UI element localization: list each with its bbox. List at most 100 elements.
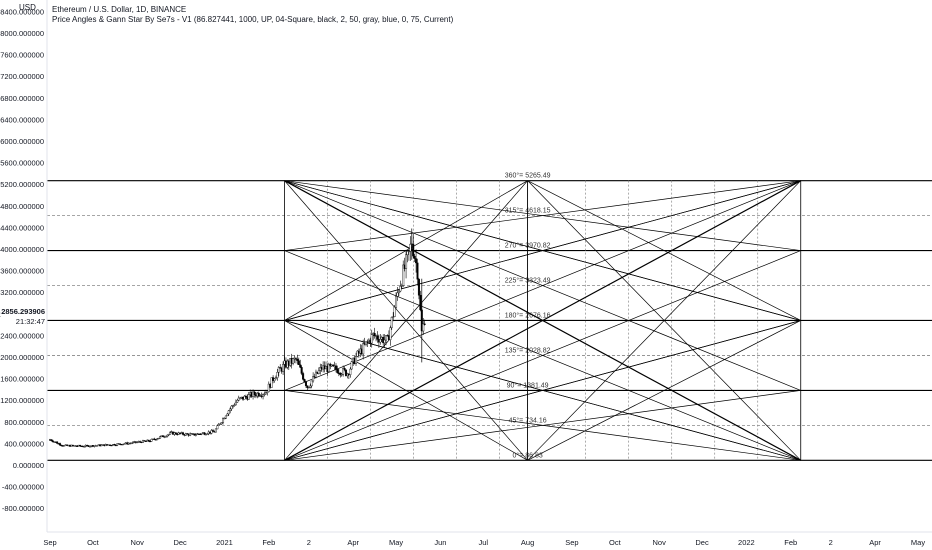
gann-angle-line — [527, 320, 801, 461]
candle-body — [144, 440, 147, 442]
y-tick-label: 2400.000000 — [0, 331, 44, 340]
candle-body — [339, 372, 342, 375]
candle-body — [89, 446, 92, 448]
candle-body — [233, 404, 236, 406]
x-tick-label: 2021 — [216, 538, 233, 547]
candle-body — [417, 279, 420, 296]
candle-body — [312, 376, 315, 382]
candle-body — [229, 408, 232, 412]
y-tick-label: -400.000000 — [2, 483, 44, 492]
candle-body — [114, 444, 117, 447]
x-tick-label: Feb — [262, 538, 275, 547]
candle-body — [399, 285, 402, 292]
candle-body — [230, 405, 233, 410]
candle-body — [164, 436, 167, 438]
x-tick-label: Dec — [173, 538, 187, 547]
candle-body — [220, 422, 223, 425]
candle-body — [273, 378, 276, 381]
candle-body — [306, 385, 309, 389]
candle-body — [212, 430, 215, 432]
candle-body — [247, 394, 250, 400]
candle-body — [174, 432, 177, 435]
y-tick-label: 1600.000000 — [0, 375, 44, 384]
candle-body — [279, 367, 282, 369]
y-tick-label: 6400.000000 — [0, 115, 44, 124]
candle-body — [373, 332, 376, 337]
candle-body — [50, 439, 53, 442]
candle-body — [314, 371, 317, 378]
candle-body — [181, 432, 184, 435]
candle-body — [227, 410, 230, 415]
candle-body — [402, 264, 405, 286]
candle-body — [274, 377, 277, 380]
y-tick-label: 1200.000000 — [0, 396, 44, 405]
gann-angle-line — [284, 390, 801, 461]
candle-body — [365, 341, 368, 345]
candle-body — [253, 391, 256, 396]
gann-angle-line — [284, 180, 528, 461]
y-tick-label: 6800.000000 — [0, 94, 44, 103]
candle-body — [276, 372, 279, 378]
candle-body — [327, 363, 330, 372]
candle-body — [400, 285, 403, 287]
candlestick-series — [49, 228, 426, 448]
candle-body — [51, 440, 54, 443]
indicator-legend[interactable]: Price Angles & Gann Star By Se7s - V1 (8… — [52, 15, 454, 24]
price-axis[interactable]: -800.000000 -400.000000 0.000000 400.000000… — [0, 7, 44, 513]
candle-body — [234, 401, 237, 406]
candle-body — [243, 395, 246, 400]
candle-body — [270, 377, 273, 388]
gann-angle-line — [284, 250, 801, 461]
y-tick-label: 5600.000000 — [0, 159, 44, 168]
gann-angle-line — [284, 320, 528, 461]
candle-body — [292, 358, 295, 364]
gann-angle-line — [284, 180, 801, 321]
candle-body — [310, 380, 313, 387]
candle-body — [194, 434, 197, 436]
candle-body — [300, 367, 303, 374]
gann-level-label: 360°= 5265.49 — [505, 172, 551, 180]
candle-body — [405, 254, 408, 269]
x-tick-label: Nov — [131, 538, 145, 547]
candle-body — [239, 397, 242, 399]
candle-body — [224, 415, 227, 419]
candle-body — [226, 413, 229, 417]
gann-angle-line — [284, 320, 801, 461]
candle-body — [161, 435, 164, 438]
time-axis[interactable]: Sep Oct Nov Dec 2021 Feb 2 Apr May Jun Jul Aug Sep Oc… — [43, 538, 925, 547]
y-tick-label: 7200.000000 — [0, 72, 44, 81]
y-tick-label: 400.000000 — [4, 439, 44, 448]
last-price-label: 2856.293906 21:32:47 — [1, 307, 45, 329]
candle-body — [294, 358, 297, 360]
candle-body — [389, 327, 392, 340]
candle-body — [356, 350, 359, 357]
candle-body — [264, 392, 267, 395]
candle-body — [262, 394, 265, 397]
candle-body — [236, 400, 239, 403]
candle-body — [141, 440, 144, 443]
x-tick-label: May — [911, 538, 925, 547]
candle-body — [130, 442, 133, 445]
candle-body — [147, 439, 150, 442]
candle-body — [422, 323, 425, 332]
x-tick-label: Oct — [87, 538, 100, 547]
candle-body — [296, 358, 299, 361]
y-tick-label: -800.000000 — [2, 504, 44, 513]
y-tick-label: 8000.000000 — [0, 29, 44, 38]
candle-body — [267, 383, 270, 393]
candle-body — [299, 364, 302, 368]
y-tick-label: 4000.000000 — [0, 245, 44, 254]
x-tick-label: Apr — [347, 538, 359, 547]
candle-body — [379, 339, 382, 343]
candle-body — [266, 391, 269, 393]
candle-body — [366, 341, 369, 343]
gann-angle-line — [527, 180, 801, 321]
candle-body — [390, 317, 393, 328]
y-tick-label: 800.000000 — [4, 418, 44, 427]
candle-body — [157, 437, 160, 440]
candle-body — [222, 418, 225, 423]
candle-body — [83, 446, 86, 448]
x-tick-label: Jun — [434, 538, 446, 547]
